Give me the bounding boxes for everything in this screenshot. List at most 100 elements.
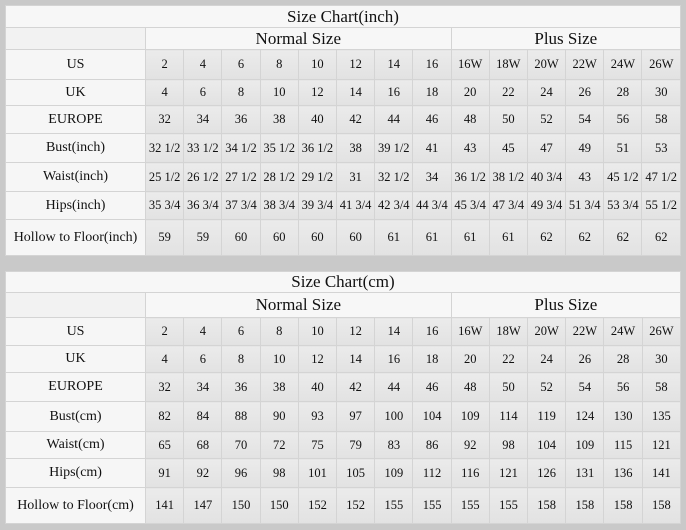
- size-value-cell: 115: [603, 431, 643, 459]
- size-value-cell: 155: [488, 487, 529, 524]
- size-value-cell: 45 3/4: [450, 191, 490, 220]
- size-value-cell: 10: [297, 49, 337, 80]
- size-value-cell: 59: [183, 219, 223, 256]
- size-value-cell: 33 1/2: [183, 133, 223, 163]
- row-label: Hollow to Floor(inch): [4, 219, 147, 256]
- size-value-cell: 42 3/4: [374, 191, 414, 220]
- size-value-cell: 61: [450, 219, 490, 256]
- size-value-cell: 86: [412, 431, 452, 459]
- table-row: EUROPE 32 34 36 38 40 42 44 46 48 50 52 54 56 58: [4, 105, 681, 134]
- size-value-cell: 60: [221, 219, 261, 256]
- size-value-cell: 24: [526, 79, 567, 106]
- row-label: Hollow to Floor(cm): [4, 487, 147, 524]
- size-value-cell: 56: [603, 372, 643, 402]
- size-value-cell: 90: [259, 401, 299, 432]
- size-value-cell: 42: [335, 105, 376, 134]
- size-value-cell: 131: [565, 458, 605, 488]
- size-value-cell: 97: [336, 401, 376, 432]
- table-row: US 2 4 6 8 10 12 14 16 16W 18W 20W 22W 24W 26W: [4, 49, 681, 80]
- size-value-cell: 158: [565, 487, 605, 524]
- size-value-cell: 155: [412, 487, 452, 524]
- size-value-cell: 12: [335, 49, 376, 80]
- size-value-cell: 36 1/2: [450, 162, 490, 192]
- blank-header-cell: [4, 292, 147, 318]
- size-value-cell: 40: [297, 105, 337, 134]
- size-value-cell: 6: [221, 317, 261, 346]
- size-value-cell: 58: [641, 372, 682, 402]
- size-value-cell: 18: [412, 345, 452, 373]
- size-value-cell: 32 1/2: [374, 162, 414, 192]
- size-value-cell: 6: [183, 79, 223, 106]
- size-value-cell: 96: [221, 458, 261, 488]
- size-value-cell: 14: [374, 317, 414, 346]
- size-value-cell: 60: [259, 219, 299, 256]
- table-title: Size Chart(cm): [5, 271, 681, 293]
- table-row: UK 4 6 8 10 12 14 16 18 20 22 24 26 28 30: [4, 345, 682, 373]
- size-value-cell: 16: [412, 49, 452, 80]
- row-label: US: [4, 317, 147, 346]
- size-value-cell: 84: [183, 401, 223, 432]
- row-label: Hips(cm): [4, 458, 147, 488]
- size-value-cell: 30: [641, 79, 681, 106]
- size-value-cell: 44 3/4: [412, 191, 452, 220]
- table-row: EUROPE 32 34 36 38 40 42 44 46 48 50 52 54 56 58: [4, 372, 682, 402]
- table-row: Bust(inch) 32 1/2 33 1/2 34 1/2 35 1/2 36 1/2…: [4, 133, 681, 163]
- size-value-cell: 124: [565, 401, 605, 432]
- size-value-cell: 70: [221, 431, 261, 459]
- size-value-cell: 36 1/2: [297, 133, 337, 163]
- size-value-cell: 59: [145, 219, 185, 256]
- size-value-cell: 79: [336, 431, 376, 459]
- size-value-cell: 48: [450, 372, 490, 402]
- size-value-cell: 68: [183, 431, 223, 459]
- size-value-cell: 47: [526, 133, 567, 163]
- size-value-cell: 55 1/2: [641, 191, 681, 220]
- size-value-cell: 49 3/4: [526, 191, 567, 220]
- size-value-cell: 8: [221, 345, 261, 373]
- size-value-cell: 61: [412, 219, 452, 256]
- size-value-cell: 47 3/4: [488, 191, 528, 220]
- size-value-cell: 150: [221, 487, 261, 524]
- size-value-cell: 135: [641, 401, 682, 432]
- size-value-cell: 16: [374, 79, 414, 106]
- size-value-cell: 18W: [488, 49, 528, 80]
- size-value-cell: 36 3/4: [183, 191, 223, 220]
- size-value-cell: 34: [183, 105, 223, 134]
- size-value-cell: 30: [641, 345, 682, 373]
- size-value-cell: 47 1/2: [641, 162, 681, 192]
- size-value-cell: 8: [259, 317, 299, 346]
- size-value-cell: 152: [336, 487, 376, 524]
- size-value-cell: 20: [450, 345, 490, 373]
- size-value-cell: 83: [374, 431, 414, 459]
- size-value-cell: 40: [297, 372, 338, 402]
- size-value-cell: 46: [412, 372, 452, 402]
- size-value-cell: 38: [259, 372, 299, 402]
- size-value-cell: 62: [526, 219, 567, 256]
- size-value-cell: 8: [259, 49, 299, 80]
- size-value-cell: 48: [450, 105, 490, 134]
- size-value-cell: 22: [488, 345, 529, 373]
- size-value-cell: 38 3/4: [259, 191, 299, 220]
- size-value-cell: 43: [565, 162, 605, 192]
- size-value-cell: 112: [412, 458, 452, 488]
- size-value-cell: 56: [603, 105, 643, 134]
- size-value-cell: 44: [374, 372, 414, 402]
- size-value-cell: 141: [145, 487, 185, 524]
- size-value-cell: 32: [145, 372, 185, 402]
- size-value-cell: 98: [488, 431, 529, 459]
- size-value-cell: 158: [641, 487, 682, 524]
- size-value-cell: 28 1/2: [259, 162, 299, 192]
- size-value-cell: 34: [183, 372, 223, 402]
- row-label: EUROPE: [4, 372, 147, 402]
- size-chart-inch-table: Size Chart(inch) Normal Size Plus Size US 2 4…: [4, 5, 682, 256]
- size-value-cell: 109: [565, 431, 605, 459]
- size-value-cell: 14: [374, 49, 414, 80]
- row-label: UK: [4, 345, 147, 373]
- size-value-cell: 28: [603, 79, 643, 106]
- size-value-cell: 147: [183, 487, 223, 524]
- size-value-cell: 104: [527, 431, 567, 459]
- table-row: US 2 4 6 8 10 12 14 16 16W 18W 20W 22W 24W 26W: [4, 317, 682, 346]
- size-value-cell: 38: [259, 105, 299, 134]
- size-value-cell: 16: [412, 317, 452, 346]
- size-value-cell: 26 1/2: [183, 162, 223, 192]
- size-value-cell: 91: [145, 458, 185, 488]
